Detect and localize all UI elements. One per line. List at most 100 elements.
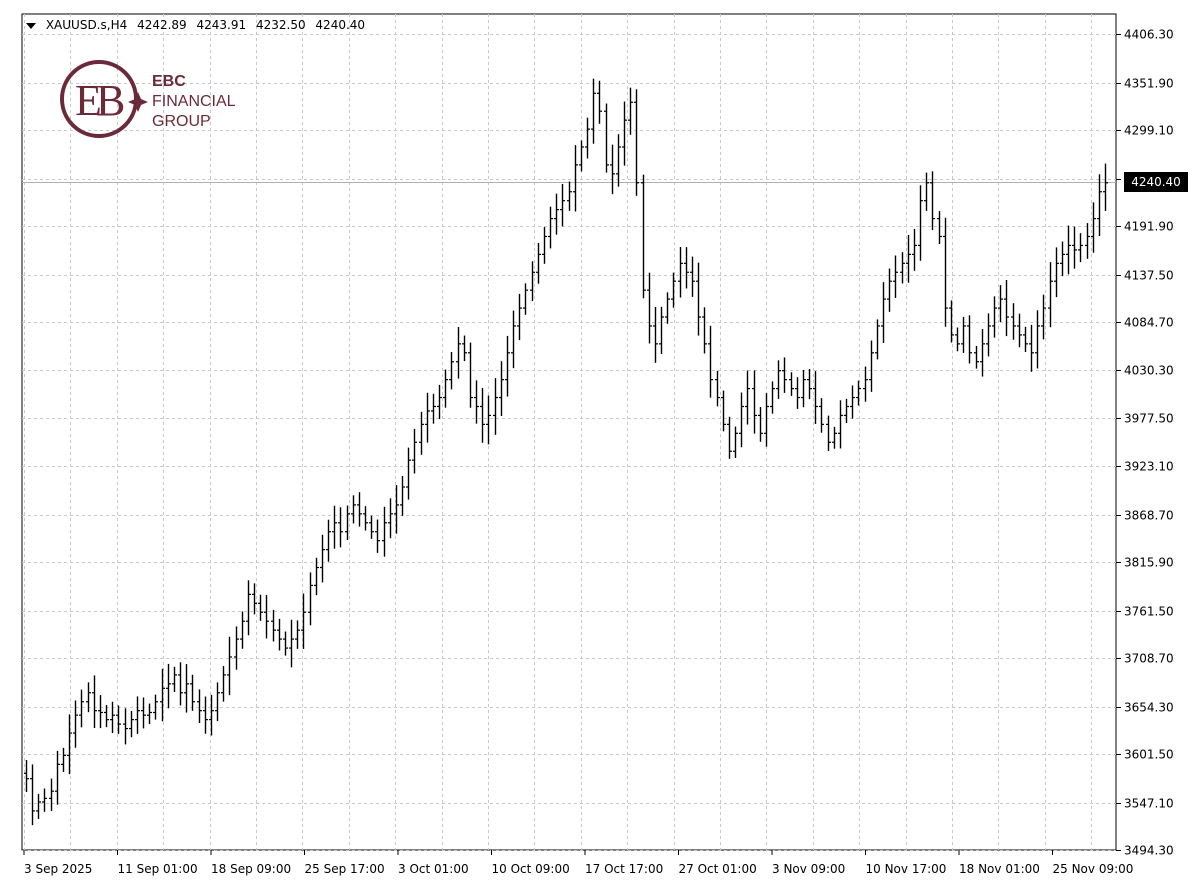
ohlc-bar (406, 447, 411, 500)
ohlc-bar (634, 89, 639, 196)
grid (21, 13, 1117, 851)
ohlc-bar (1041, 294, 1046, 340)
ohlc-bar (832, 426, 837, 449)
ohlc-bar (252, 583, 257, 615)
current-price-tag: 4240.40 (1124, 172, 1188, 192)
logo-line1: EBC (152, 73, 186, 90)
y-tick-label: 4299.10 (1124, 124, 1174, 138)
ohlc-bar (326, 519, 331, 562)
ohlc-bar (548, 206, 553, 249)
ohlc-bar (739, 392, 744, 448)
ohlc-bar (419, 411, 424, 455)
symbol-label: XAUUSD.s,H4 (45, 18, 128, 32)
high-value: 4243.91 (196, 18, 247, 32)
x-tick-label: 25 Nov 09:00 (1053, 862, 1134, 876)
ohlc-bar (943, 217, 948, 327)
ohlc-bar (474, 380, 479, 424)
ohlc-bar (92, 675, 97, 729)
ohlc-bar (745, 370, 750, 425)
y-tick-label: 3547.10 (1124, 797, 1174, 811)
ohlc-bar (141, 697, 146, 729)
ohlc-bar (579, 140, 584, 172)
ohlc-bar (295, 620, 300, 649)
ohlc-bar (678, 247, 683, 298)
ohlc-bar (147, 703, 152, 725)
ohlc-bar (55, 750, 60, 805)
ohlc-bar (456, 327, 461, 379)
ohlc-bar (499, 361, 504, 416)
ohlc-bar (893, 255, 898, 298)
ohlc-bar (856, 380, 861, 406)
ebc-logo-icon: E B (60, 60, 148, 138)
ohlc-bar (375, 519, 380, 553)
y-tick-label: 3868.70 (1124, 509, 1174, 523)
ohlc-bar (844, 398, 849, 424)
logo-line3: GROUP (152, 113, 211, 130)
x-tick-label: 18 Nov 01:00 (959, 862, 1040, 876)
ohlc-bar (690, 256, 695, 297)
chart-header: XAUUSD.s,H4 4242.89 4243.91 4232.50 4240… (26, 18, 371, 32)
ohlc-bar (671, 272, 676, 308)
ohlc-bar (104, 704, 109, 728)
y-tick-label: 3977.50 (1124, 412, 1174, 426)
collapse-triangle-icon[interactable] (26, 22, 36, 29)
ohlc-bar (1017, 313, 1022, 348)
ohlc-bar (900, 252, 905, 284)
y-tick-label: 3601.50 (1124, 748, 1174, 762)
ohlc-bar (752, 370, 757, 434)
y-tick-label: 4084.70 (1124, 316, 1174, 330)
ohlc-bars (24, 78, 1108, 826)
time-axis: 3 Sep 2025 11 Sep 01:00 18 Sep 09:00 25 Sep… (23, 850, 1134, 876)
ohlc-bar (659, 306, 664, 354)
ohlc-bar (184, 664, 189, 713)
ohlc-bar (715, 370, 720, 407)
ohlc-bar (863, 366, 868, 402)
ohlc-bar (258, 594, 263, 621)
ohlc-bar (554, 193, 559, 235)
ohlc-bar (1054, 247, 1059, 298)
ohlc-bar (998, 285, 1003, 323)
ohlc-bar (955, 327, 960, 352)
ohlc-bar (597, 80, 602, 124)
x-tick-label: 3 Oct 01:00 (398, 862, 469, 876)
ohlc-bar (369, 515, 374, 539)
open-value: 4242.89 (137, 18, 187, 32)
ohlc-bar (1078, 233, 1083, 263)
x-tick-label: 10 Nov 17:00 (866, 862, 947, 876)
ohlc-bar (770, 381, 775, 414)
svg-text:B: B (96, 76, 125, 125)
ohlc-bar (1035, 310, 1040, 369)
x-tick-label: 25 Sep 17:00 (305, 862, 385, 876)
ohlc-bar (24, 760, 29, 792)
ohlc-bar (776, 360, 781, 399)
ohlc-bar (653, 307, 658, 363)
ohlc-bar (462, 335, 467, 362)
ohlc-bar (961, 316, 966, 353)
ohlc-bar (135, 696, 140, 734)
ohlc-bar (801, 369, 806, 408)
ohlc-bar (431, 393, 436, 424)
ohlc-bar (505, 335, 510, 397)
ohlc-bar (412, 428, 417, 474)
ohlc-bar (221, 666, 226, 702)
ohlc-bar (1072, 226, 1077, 269)
ohlc-bar (79, 689, 84, 728)
ohlc-bar (1004, 280, 1009, 337)
ohlc-bar (789, 372, 794, 396)
y-tick-label: 4137.50 (1124, 269, 1174, 283)
low-value: 4232.50 (255, 18, 306, 32)
ohlc-bar (49, 778, 54, 812)
ohlc-bar (493, 378, 498, 435)
ohlc-bar (351, 495, 356, 524)
ohlc-bar (264, 595, 269, 639)
ohlc-bar (1066, 225, 1071, 275)
ohlc-bar (949, 300, 954, 343)
ohlc-bar (1085, 223, 1090, 259)
ohlc-bar (937, 211, 942, 244)
ohlc-bar (345, 505, 350, 541)
ohlc-bar (573, 145, 578, 212)
ohlc-bar (924, 172, 929, 211)
ohlc-bar (567, 181, 572, 211)
ohlc-bar (610, 144, 615, 195)
